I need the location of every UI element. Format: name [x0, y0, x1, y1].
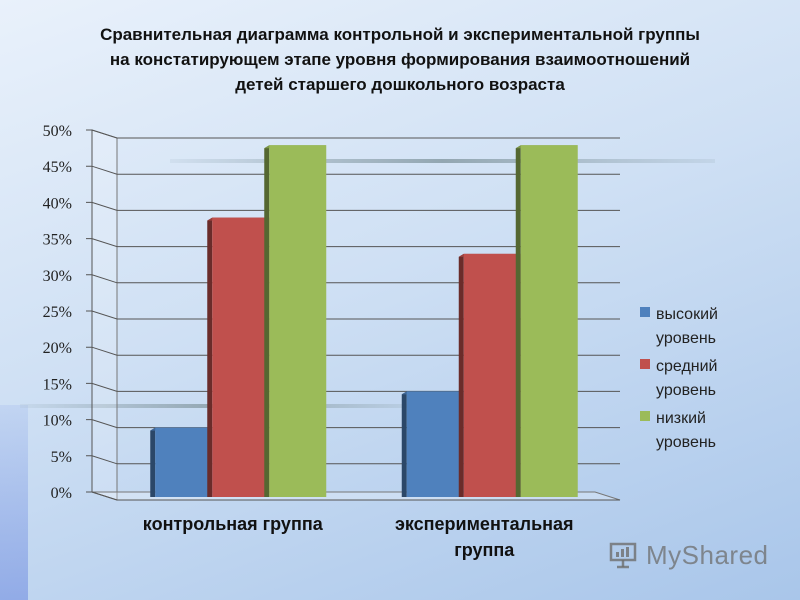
gridline	[86, 165, 620, 175]
legend-label: высокий уровень	[656, 303, 746, 351]
bar	[520, 145, 578, 498]
legend-label-line: высокий	[656, 306, 718, 323]
gridline	[86, 346, 620, 356]
legend-swatch	[640, 411, 650, 421]
y-tick-label: 30%	[43, 268, 72, 285]
legend-item: низкий уровень	[640, 407, 760, 455]
y-tick-label: 50%	[43, 123, 72, 140]
legend-item: средний уровень	[640, 355, 760, 403]
watermark-text: MyShared	[646, 539, 769, 570]
y-tick-label: 0%	[51, 485, 72, 502]
gridline	[86, 201, 620, 211]
watermark: MyShared	[608, 538, 788, 572]
bar	[269, 145, 327, 498]
y-tick-label: 10%	[43, 413, 72, 430]
bar	[406, 391, 464, 497]
legend-label-line: средний	[656, 358, 718, 375]
y-tick-label: 15%	[43, 376, 72, 393]
decorative-line-top	[170, 159, 715, 163]
y-tick-label: 25%	[43, 304, 72, 321]
legend-label-line: низкий	[656, 410, 706, 427]
legend-label: низкий уровень	[656, 407, 746, 455]
title-line: Сравнительная диаграмма контрольной и эк…	[100, 25, 700, 44]
bar-side	[150, 427, 156, 497]
bar	[463, 253, 521, 497]
gridline	[86, 419, 620, 429]
gridline	[86, 491, 620, 501]
x-category-label: группа	[454, 540, 515, 560]
legend-label-line: уровень	[656, 434, 717, 451]
gridline	[86, 310, 620, 320]
y-tick-label: 40%	[43, 195, 72, 212]
legend: высокий уровень средний уровень низкий уровен…	[640, 303, 760, 459]
presentation-board-icon	[609, 542, 637, 569]
legend-swatch	[640, 359, 650, 369]
legend-swatch	[640, 307, 650, 317]
bar	[212, 217, 270, 497]
bar-side	[264, 145, 270, 498]
bar-side	[458, 253, 464, 497]
gridline	[86, 274, 620, 284]
x-category-label: контрольная группа	[143, 514, 324, 534]
y-tick-label: 35%	[43, 232, 72, 249]
y-tick-label: 20%	[43, 340, 72, 357]
y-tick-label: 5%	[51, 449, 72, 466]
gridline	[86, 382, 620, 392]
gridline	[86, 129, 620, 139]
bar-side	[515, 145, 521, 498]
decorative-left-gradient	[0, 405, 28, 600]
x-category-label: экспериментальная	[395, 514, 574, 534]
bar-side	[207, 217, 213, 497]
gridline	[86, 455, 620, 465]
legend-label-line: уровень	[656, 382, 717, 399]
title-line: на констатирующем этапе уровня формирова…	[109, 50, 691, 69]
bar-side	[401, 391, 407, 497]
legend-item: высокий уровень	[640, 303, 760, 351]
y-tick-label: 45%	[43, 159, 72, 176]
bar	[155, 427, 213, 497]
title-line: детей старшего дошкольного возраста	[235, 75, 565, 94]
chart-title: Сравнительная диаграмма контрольной и эк…	[20, 22, 780, 97]
legend-label: средний уровень	[656, 355, 746, 403]
legend-label-line: уровень	[656, 330, 717, 347]
gridline	[86, 238, 620, 248]
